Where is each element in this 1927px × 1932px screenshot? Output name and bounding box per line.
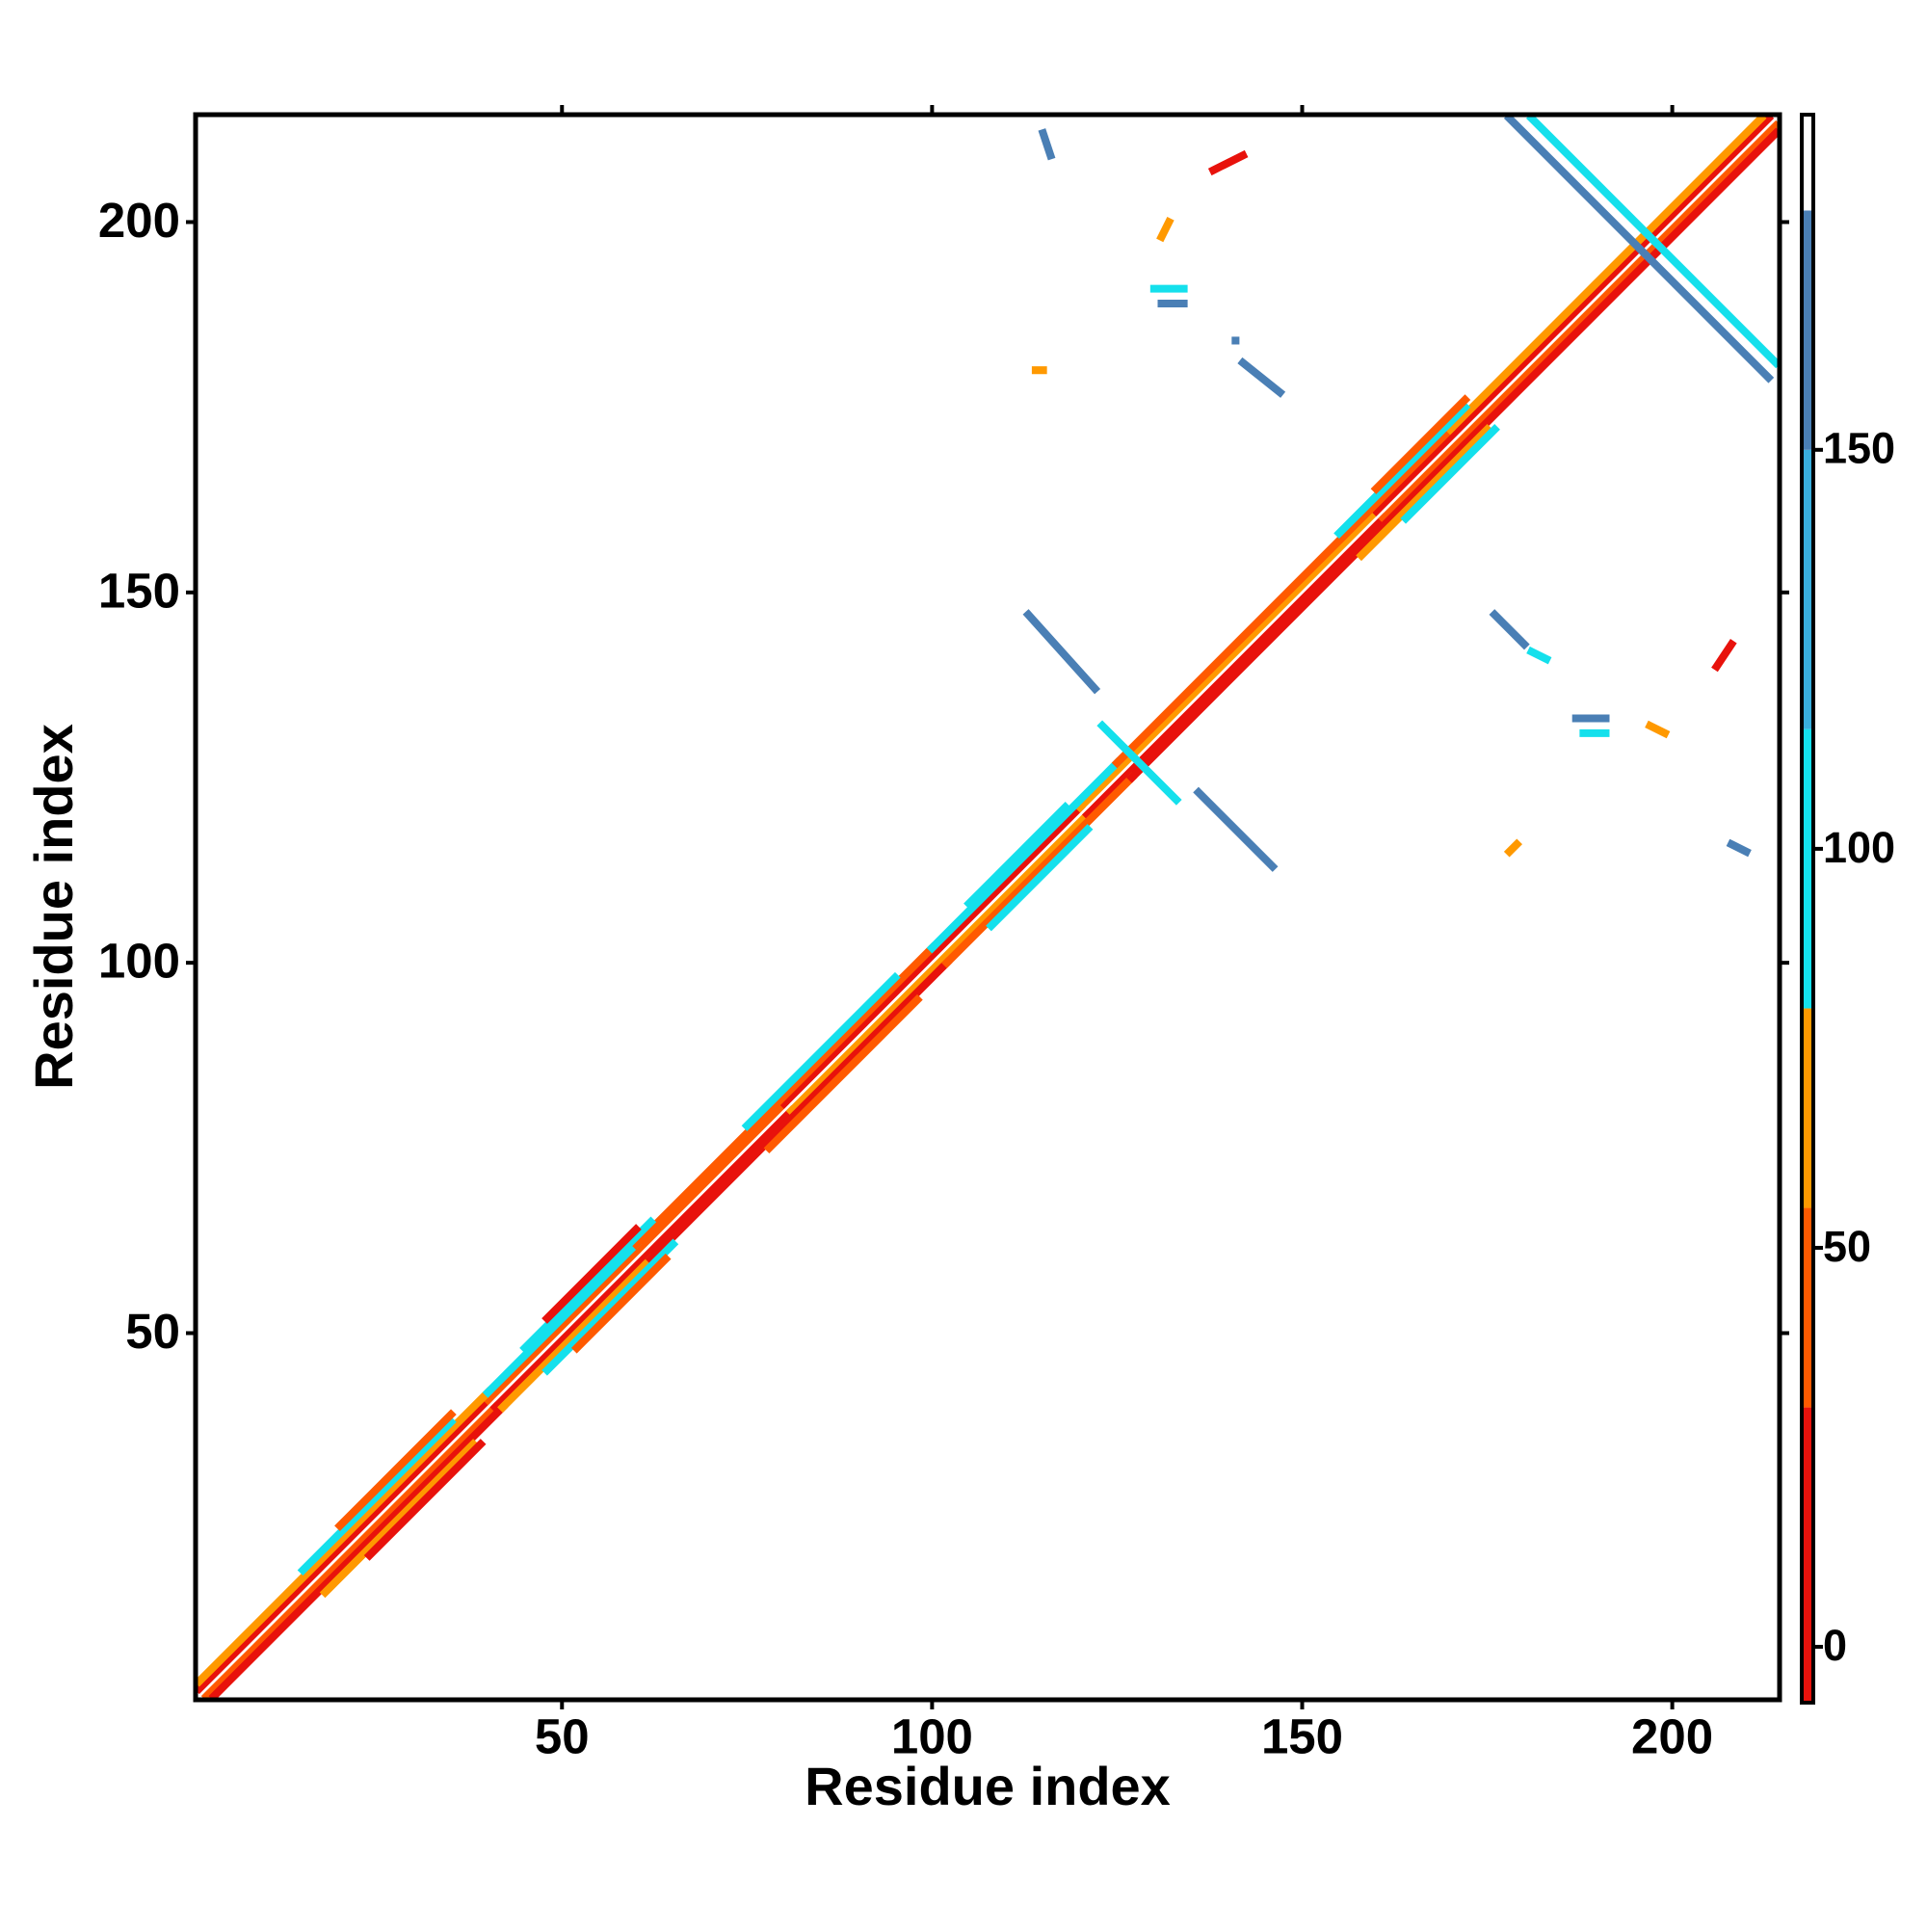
y-tick-label: 150 [98,563,180,618]
y-tick-label: 200 [98,193,180,248]
contact-segment [363,1439,487,1561]
contact-segment [1525,113,1782,369]
contact-segment [1207,149,1249,176]
contact-segment [1711,639,1737,673]
contact-segment [570,1253,672,1354]
x-tick-label: 150 [1261,1708,1343,1763]
contact-segment [1370,394,1471,494]
contact-segment [964,802,1071,910]
contact-segment [1503,838,1522,858]
contact-segment [1400,423,1500,524]
colorbar-tick-label: 50 [1823,1222,1871,1271]
contact-segment [785,808,1094,1117]
contact-segment [1111,423,1456,769]
colorbar-tick-label: 0 [1823,1621,1847,1670]
x-tick-label: 50 [535,1708,590,1763]
contact-segment [194,1393,494,1695]
contact-segment [1237,357,1286,398]
x-tick-label: 200 [1631,1708,1713,1763]
contact-segment [489,1105,798,1414]
colorbar-level [1802,1407,1813,1703]
contact-segment [630,942,938,1250]
contact-segment [1459,127,1782,450]
contact-segment [986,824,1094,932]
contact-segment [1096,720,1182,806]
contact-segment [926,756,1123,954]
contact-segment [1370,113,1775,516]
contact-segment [1193,786,1279,872]
contact-segment [1503,113,1775,384]
contact-segment [1726,838,1752,858]
contact-segment [1378,119,1782,524]
contact-segment [334,1409,457,1532]
contact-segment [1444,113,1767,436]
contact-segment [763,993,923,1154]
contact-segment [1038,128,1056,161]
contact-segment [200,1401,501,1702]
x-tick-label: 100 [891,1708,973,1763]
colorbar-level [1802,115,1813,211]
colorbar-level [1802,1008,1813,1208]
contact-segment [1645,720,1671,739]
colorbar-tick-label: 150 [1823,424,1895,473]
colorbar-tick-label: 100 [1823,823,1895,872]
contact-segment [541,1224,642,1324]
contact-segment [208,1401,509,1702]
contact-segment [1526,646,1552,665]
contact-segment [941,772,1138,968]
plot-frame [193,112,1782,1703]
contact-cells [194,113,1782,1702]
contact-segment [194,1387,494,1687]
contact-segment [1356,423,1493,562]
colorbar-level [1802,728,1813,1009]
y-tick-label: 50 [125,1304,180,1359]
contact-segment [741,971,901,1131]
contact-segment [1022,609,1101,695]
contact-segment [645,957,953,1265]
contact-segment [779,802,1086,1109]
y-axis-label: Residue index [23,724,84,1090]
contact-segment [1489,609,1530,650]
contact-segment [1156,217,1175,243]
colorbar-level [1802,449,1813,729]
contact-segment [297,1416,457,1576]
contact-segment [482,1098,790,1406]
x-axis-label: Residue index [805,1756,1171,1816]
contact-segment [519,1216,657,1354]
colorbar-level [1802,1207,1813,1408]
contact-segment [319,1439,479,1599]
contact-segment [497,1253,657,1414]
contact-segment [482,1238,642,1398]
contact-segment [1126,438,1471,783]
y-tick-label: 100 [98,934,180,989]
contact-segment [541,1238,679,1376]
colorbar-frame [1800,113,1815,1705]
colorbar-level [1802,210,1813,450]
contact-segment [1333,401,1471,540]
